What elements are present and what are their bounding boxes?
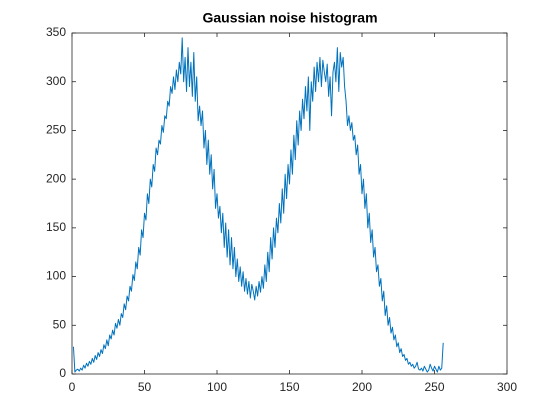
- y-tick-label: 350: [46, 25, 66, 39]
- x-tick-label: 250: [424, 380, 444, 394]
- x-tick-label: 300: [497, 380, 517, 394]
- x-tick-label: 0: [69, 380, 76, 394]
- y-tick-label: 200: [46, 171, 66, 185]
- x-tick-label: 100: [207, 380, 227, 394]
- y-tick-label: 150: [46, 220, 66, 234]
- y-tick-label: 250: [46, 123, 66, 137]
- x-tick-label: 50: [138, 380, 152, 394]
- y-tick-label: 100: [46, 269, 66, 283]
- chart-title: Gaussian noise histogram: [202, 10, 377, 26]
- plot-area: [71, 32, 508, 375]
- y-tick-label: 0: [59, 366, 66, 380]
- x-tick-label: 150: [279, 380, 299, 394]
- y-tick-label: 300: [46, 74, 66, 88]
- x-tick-label: 200: [352, 380, 372, 394]
- y-tick-label: 50: [53, 317, 67, 331]
- data-line: [72, 37, 444, 373]
